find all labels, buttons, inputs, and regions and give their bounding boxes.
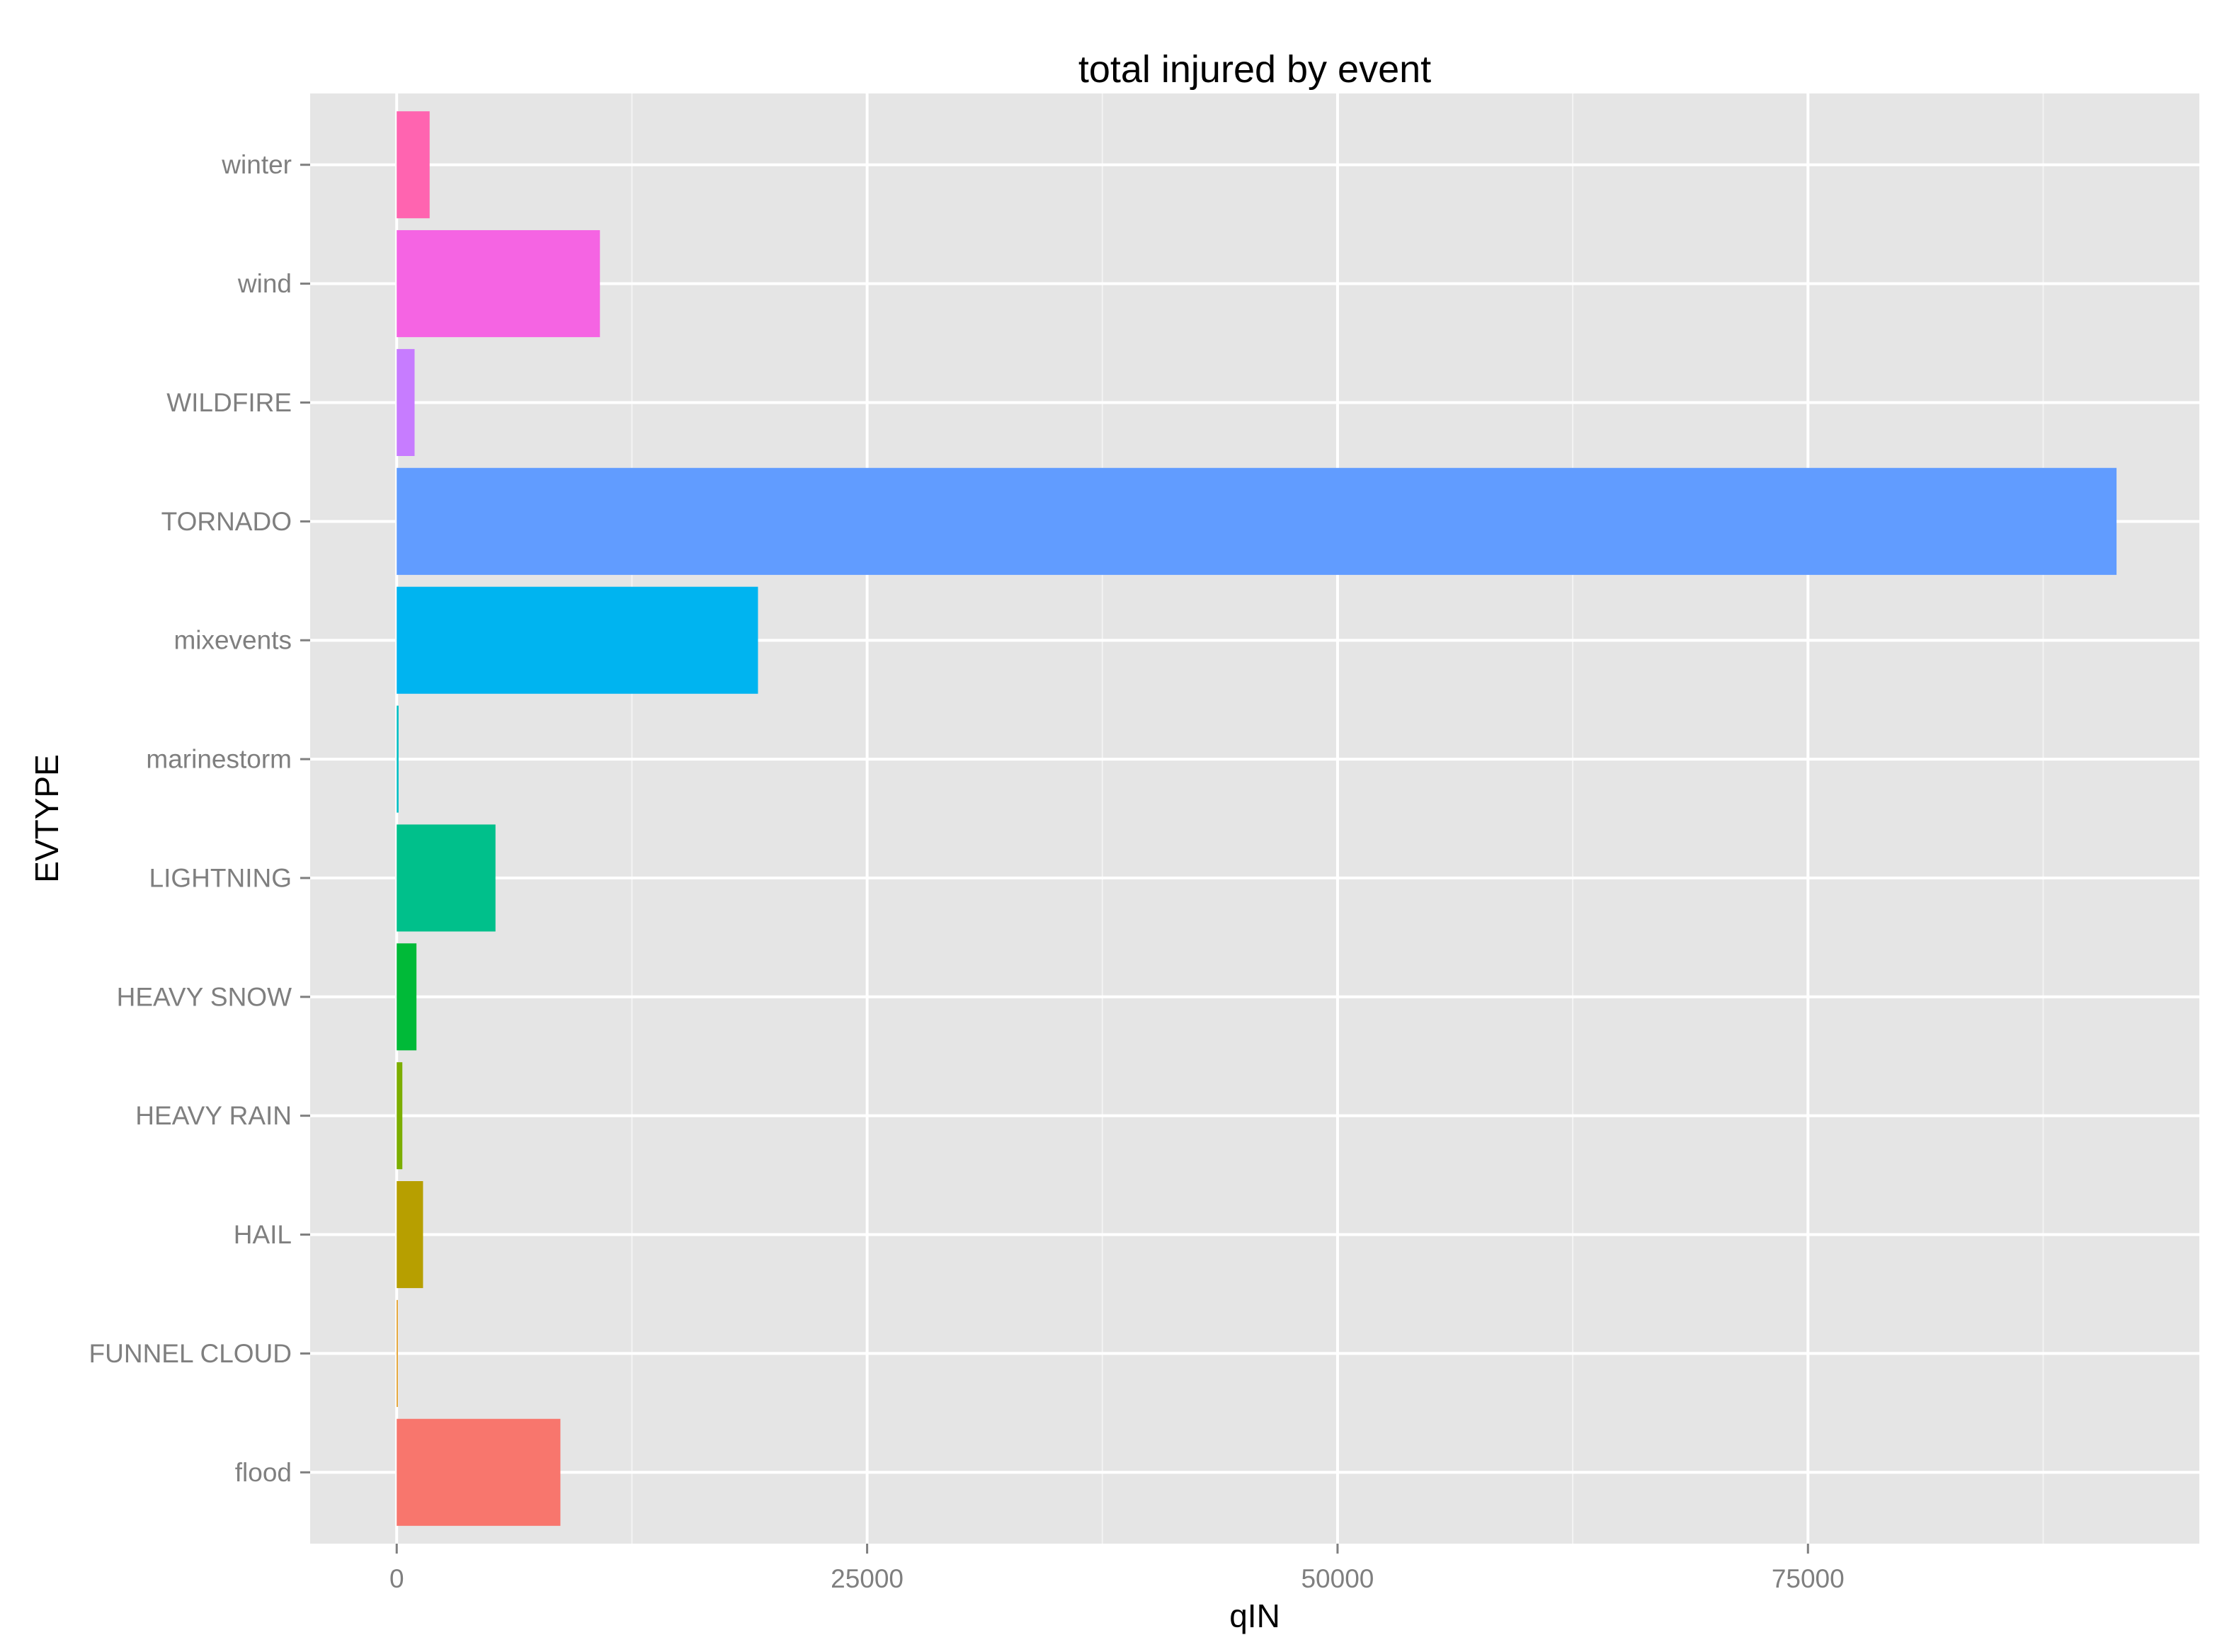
y-tick-label: flood (235, 1458, 292, 1487)
y-tick-label: WILDFIRE (166, 388, 292, 417)
y-tick-label: mixevents (173, 626, 292, 655)
y-tick-label: HAIL (234, 1220, 292, 1249)
x-axis: 0 25000 50000 75000 (389, 1544, 1845, 1593)
y-tick-label: HEAVY RAIN (135, 1101, 292, 1130)
y-tick-label: marinestorm (146, 745, 292, 774)
bar-tornado (397, 467, 2117, 575)
y-tick-label: HEAVY SNOW (117, 982, 292, 1011)
bar-marinestorm (397, 705, 399, 813)
chart-title: total injured by event (1078, 48, 1431, 91)
bar-wind (397, 230, 600, 338)
bar-lightning (397, 824, 496, 932)
major-gridlines (310, 93, 2199, 1544)
y-tick-label: wind (237, 269, 292, 298)
bar-heavy-snow (397, 943, 417, 1051)
x-tick-label: 0 (389, 1564, 404, 1593)
x-tick-label: 50000 (1301, 1564, 1374, 1593)
y-axis: flood FUNNEL CLOUD HAIL HEAVY RAIN HEAVY SNO… (89, 150, 310, 1487)
bar-funnel-cloud (397, 1299, 398, 1407)
plot-panel (310, 93, 2199, 1544)
bar-wildfire (397, 348, 415, 456)
y-tick-label: LIGHTNING (149, 863, 292, 892)
y-tick-label: TORNADO (161, 507, 292, 536)
x-tick-label: 25000 (831, 1564, 904, 1593)
y-tick-label: FUNNEL CLOUD (89, 1339, 292, 1368)
bars (397, 111, 2117, 1526)
bar-heavy-rain (397, 1062, 403, 1170)
x-axis-title: qIN (1229, 1597, 1280, 1634)
bar-winter (397, 111, 430, 219)
minor-gridlines (631, 93, 2044, 1544)
x-tick-label: 75000 (1772, 1564, 1845, 1593)
y-tick-label: winter (221, 150, 292, 179)
bar-flood (397, 1418, 561, 1526)
y-axis-title: EVTYPE (28, 754, 65, 883)
bar-mixevents (397, 586, 758, 694)
bar-hail (397, 1181, 423, 1289)
